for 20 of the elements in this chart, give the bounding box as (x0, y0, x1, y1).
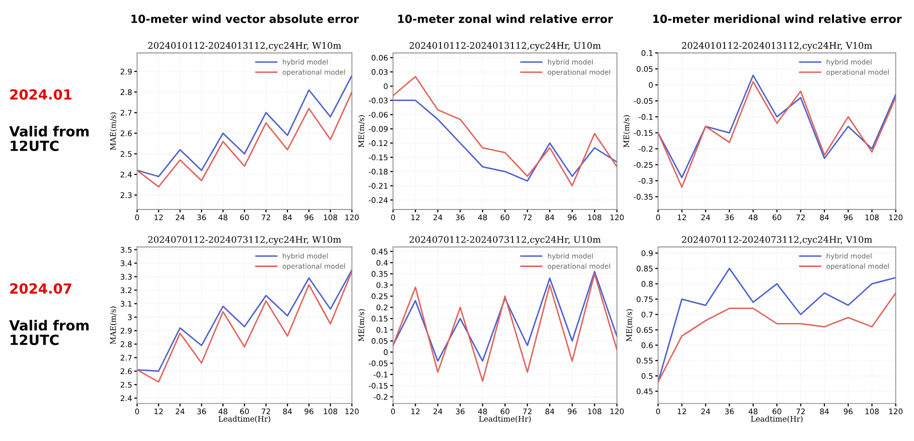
chart-subtitle: 2024010112-2024013112,cyc24Hr, U10m (410, 42, 601, 51)
text: Valid from 12UTC (9, 126, 89, 152)
chart-title: 2024070112-2024073112,cyc24Hr, U10m (410, 236, 601, 245)
line-series (393, 273, 617, 382)
line-series (393, 270, 617, 362)
chart-title: 2024070112-2024073112,cyc24Hr, W10m (148, 236, 342, 245)
text: Valid from 12UTC (9, 320, 89, 346)
line-series (137, 91, 352, 188)
chart-title: 2024070112-2024073112,cyc24Hr, V10m (682, 236, 872, 245)
line-series (658, 292, 896, 383)
text: 2024.01 (10, 89, 72, 100)
line-series (137, 74, 352, 178)
chart-title: 10-meter meridional wind relative error (653, 14, 902, 24)
chart-title: 10-meter zonal wind relative error (398, 14, 613, 24)
text: 2024.07 (10, 283, 72, 294)
line-series (393, 76, 617, 186)
chart-subtitle: 2024010112-2024013112,cyc24Hr, V10m (682, 42, 872, 51)
chart-subtitle: 2024010112-2024013112,cyc24Hr, W10m (148, 42, 342, 51)
line-series (393, 100, 617, 182)
chart-title: 10-meter wind vector absolute error (131, 14, 359, 24)
